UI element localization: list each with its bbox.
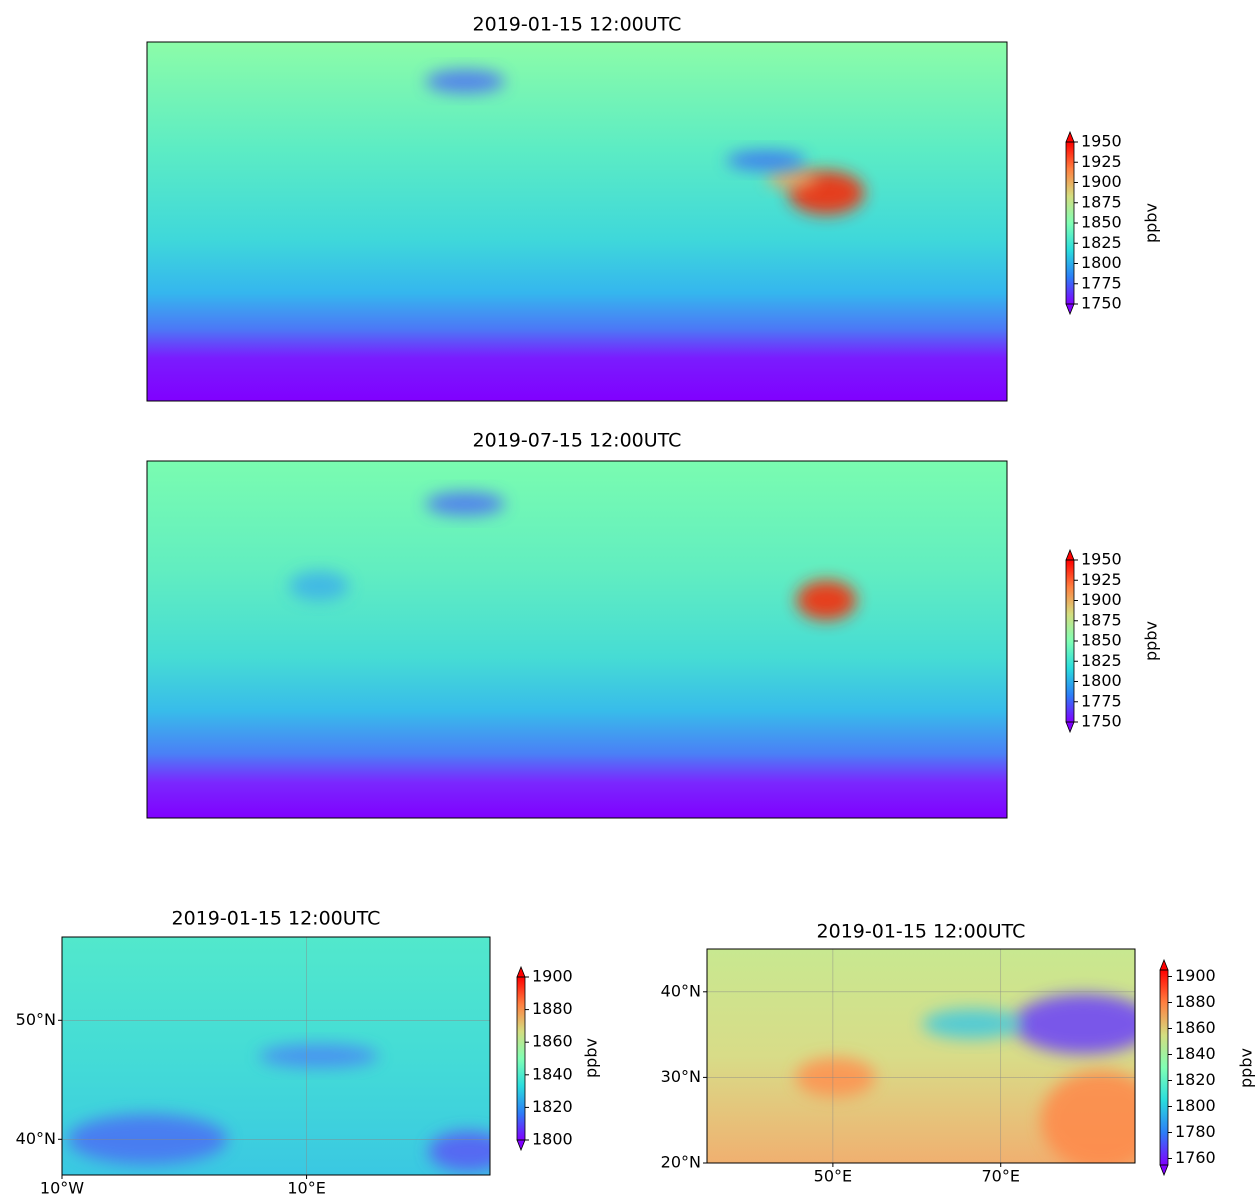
colorbar [517,977,525,1140]
colorbar [1160,970,1168,1165]
colorbar-tick-label: 1900 [532,967,573,986]
map-field [147,461,1007,818]
y-tick-label: 50°N [16,1010,56,1029]
colorbar-tick-label: 1925 [1081,152,1122,171]
colorbar-tick-label: 1780 [1175,1122,1216,1141]
map-background [147,461,1007,818]
colorbar-extend-max [1065,548,1075,561]
x-tick-label: 50°E [814,1167,852,1186]
colorbar-tick-label: 1800 [1081,253,1122,272]
colorbar [1066,560,1074,722]
y-tick-label: 40°N [16,1129,56,1148]
colorbar-tick-label: 1925 [1081,570,1122,589]
field-feature [289,570,349,601]
colorbar-tick-label: 1775 [1081,691,1122,710]
colorbar-tick-label: 1860 [532,1032,573,1051]
colorbar-label: ppbv [582,1038,601,1078]
colorbar-extend-min [1065,721,1075,734]
panel-title: 2019-07-15 12:00UTC [473,430,682,452]
colorbar-extend-max [1159,958,1169,971]
colorbar-tick-label: 1875 [1081,610,1122,629]
map-field [147,42,1007,401]
colorbar-tick-label: 1880 [532,999,573,1018]
x-tick-label: 70°E [981,1167,1019,1186]
panel-title: 2019-01-15 12:00UTC [473,14,682,36]
map-field [62,937,490,1175]
field-feature [258,1044,379,1068]
colorbar-tick-label: 1800 [1081,671,1122,690]
colorbar-tick-label: 1875 [1081,192,1122,211]
colorbar-extend-min [516,1139,526,1152]
colorbar-tick-label: 1850 [1081,631,1122,650]
y-tick-label: 40°N [661,981,701,1000]
field-feature [1040,1070,1135,1163]
colorbar-tick-label: 1820 [1175,1070,1216,1089]
colorbar-tick-label: 1850 [1081,213,1122,232]
colorbar-tick-label: 1825 [1081,651,1122,670]
colorbar-frame [516,976,526,1141]
colorbar-extend-max [1065,130,1075,143]
colorbar-tick-label: 1880 [1175,992,1216,1011]
y-tick-label: 20°N [661,1153,701,1172]
map-frame [61,936,491,1176]
field-feature [428,1131,490,1172]
field-feature [726,150,807,171]
panel-title: 2019-01-15 12:00UTC [172,908,381,930]
field-feature [425,69,506,94]
colorbar-extend-min [1159,1164,1169,1177]
map-frame [706,948,1136,1164]
colorbar-tick-label: 1750 [1081,294,1122,313]
colorbar-tick-label: 1950 [1081,132,1122,151]
colorbar-label: ppbv [1142,203,1161,243]
y-tick-label: 30°N [661,1067,701,1086]
colorbar-tick-label: 1775 [1081,273,1122,292]
map-frame [146,460,1008,819]
x-tick-label: 10°W [40,1179,84,1198]
field-feature [922,1008,1023,1039]
panel-title: 2019-01-15 12:00UTC [817,921,1026,943]
field-feature [767,168,817,189]
colorbar-tick-label: 1860 [1175,1018,1216,1037]
colorbar-extend-max [516,965,526,978]
colorbar-tick-label: 1840 [532,1064,573,1083]
field-feature [796,580,857,621]
colorbar-tick-label: 1800 [532,1130,573,1149]
field-feature [425,491,506,516]
field-feature [1013,993,1135,1054]
colorbar-label: ppbv [1237,1048,1256,1088]
colorbar-tick-label: 1840 [1175,1044,1216,1063]
colorbar-tick-label: 1950 [1081,550,1122,569]
colorbar-tick-label: 1760 [1175,1148,1216,1167]
colorbar-tick-label: 1900 [1175,966,1216,985]
x-tick-label: 10°E [287,1179,325,1198]
colorbar-tick-label: 1900 [1081,590,1122,609]
map-background [147,42,1007,401]
colorbar [1066,142,1074,304]
colorbar-tick-label: 1825 [1081,233,1122,252]
colorbar-tick-label: 1800 [1175,1096,1216,1115]
colorbar-tick-label: 1900 [1081,172,1122,191]
map-field [707,949,1135,1163]
colorbar-extend-min [1065,303,1075,316]
colorbar-tick-label: 1820 [532,1097,573,1116]
colorbar-frame [1159,969,1169,1166]
map-frame [146,41,1008,402]
colorbar-tick-label: 1750 [1081,712,1122,731]
colorbar-label: ppbv [1142,621,1161,661]
